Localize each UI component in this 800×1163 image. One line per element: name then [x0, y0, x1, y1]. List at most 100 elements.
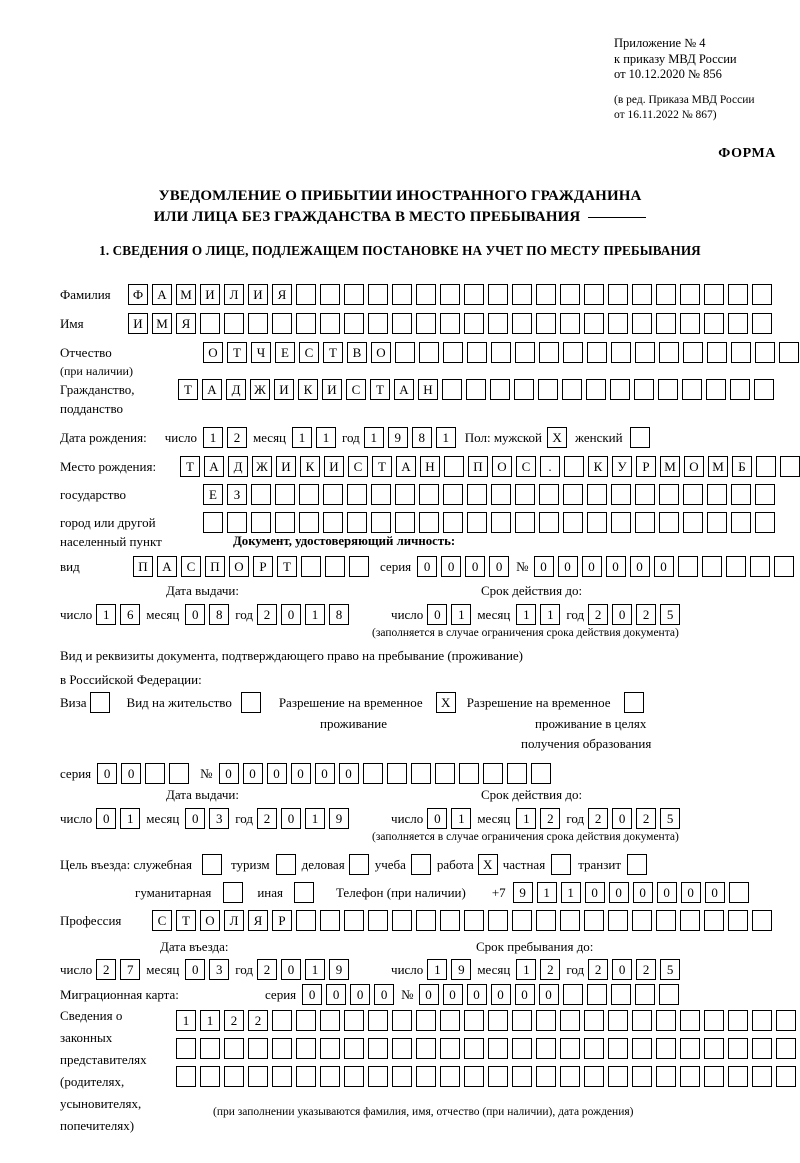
char-cell[interactable]	[728, 1010, 748, 1031]
digit-cell[interactable]: 5	[660, 604, 681, 625]
char-cell[interactable]: Т	[370, 379, 390, 400]
char-cell[interactable]	[680, 1010, 700, 1031]
char-cell[interactable]: Б	[732, 456, 752, 477]
char-cell[interactable]: О	[371, 342, 391, 363]
char-cell[interactable]	[227, 512, 247, 533]
char-cell[interactable]	[490, 379, 510, 400]
char-cell[interactable]: 0	[326, 984, 347, 1005]
char-cell[interactable]: 0	[608, 882, 629, 903]
char-cell[interactable]	[563, 342, 583, 363]
char-cell[interactable]: 0	[680, 882, 701, 903]
char-cell[interactable]	[773, 556, 794, 577]
char-cell[interactable]: 0	[121, 763, 142, 784]
char-cell[interactable]	[440, 910, 460, 931]
char-cell[interactable]	[392, 1038, 412, 1059]
char-cell[interactable]: 0	[557, 556, 578, 577]
char-cell[interactable]	[536, 284, 556, 305]
digit-cell[interactable]: 8	[329, 604, 350, 625]
char-cell[interactable]	[251, 484, 271, 505]
char-cell[interactable]: 0	[418, 984, 439, 1005]
char-cell[interactable]	[169, 763, 190, 784]
char-cell[interactable]: Т	[323, 342, 343, 363]
char-cell[interactable]: Ч	[251, 342, 271, 363]
digit-cell[interactable]: 2	[540, 959, 561, 980]
char-cell[interactable]	[730, 379, 750, 400]
char-cell[interactable]	[416, 1066, 436, 1087]
char-cell[interactable]	[464, 1010, 484, 1031]
char-cell[interactable]: А	[152, 284, 172, 305]
char-cell[interactable]	[512, 1038, 532, 1059]
char-cell[interactable]	[680, 284, 700, 305]
char-cell[interactable]	[275, 484, 295, 505]
digit-cell[interactable]: 0	[427, 604, 448, 625]
char-cell[interactable]	[224, 1038, 244, 1059]
char-cell[interactable]	[323, 484, 343, 505]
digit-cell[interactable]: 0	[427, 808, 448, 829]
legal-rep-cells-2[interactable]	[176, 1038, 796, 1059]
char-cell[interactable]: Р	[272, 910, 292, 931]
char-cell[interactable]: 0	[350, 984, 371, 1005]
char-cell[interactable]	[325, 556, 345, 577]
birth-place-cells-3[interactable]	[203, 512, 775, 533]
digit-cell[interactable]: 0	[612, 959, 633, 980]
char-cell[interactable]: 2	[248, 1010, 268, 1031]
char-cell[interactable]: 2	[224, 1010, 244, 1031]
digit-cell[interactable]: 2	[540, 808, 561, 829]
digit-cell[interactable]: 1	[305, 808, 326, 829]
char-cell[interactable]	[659, 342, 679, 363]
digit-cell[interactable]: 0	[281, 604, 302, 625]
char-cell[interactable]: Т	[180, 456, 200, 477]
char-cell[interactable]: Л	[224, 910, 244, 931]
char-cell[interactable]	[635, 512, 655, 533]
char-cell[interactable]	[656, 1010, 676, 1031]
char-cell[interactable]	[296, 910, 316, 931]
char-cell[interactable]	[608, 284, 628, 305]
char-cell[interactable]: Т	[372, 456, 392, 477]
char-cell[interactable]	[467, 484, 487, 505]
char-cell[interactable]	[392, 1066, 412, 1087]
char-cell[interactable]: 0	[538, 984, 559, 1005]
char-cell[interactable]	[419, 484, 439, 505]
digit-cell[interactable]: 2	[636, 604, 657, 625]
char-cell[interactable]	[584, 313, 604, 334]
char-cell[interactable]	[224, 1066, 244, 1087]
digit-cell[interactable]: 1	[292, 427, 313, 448]
char-cell[interactable]: 0	[417, 556, 438, 577]
char-cell[interactable]	[296, 1066, 316, 1087]
digit-cell[interactable]: 0	[612, 808, 633, 829]
char-cell[interactable]: 0	[466, 984, 487, 1005]
char-cell[interactable]	[728, 1038, 748, 1059]
char-cell[interactable]	[752, 1066, 772, 1087]
char-cell[interactable]	[656, 1038, 676, 1059]
char-cell[interactable]	[635, 342, 655, 363]
char-cell[interactable]	[491, 342, 511, 363]
char-cell[interactable]	[632, 313, 652, 334]
char-cell[interactable]	[752, 313, 772, 334]
char-cell[interactable]: 0	[533, 556, 554, 577]
digit-cell[interactable]: 1	[451, 808, 472, 829]
char-cell[interactable]	[488, 284, 508, 305]
char-cell[interactable]	[416, 1038, 436, 1059]
char-cell[interactable]	[440, 313, 460, 334]
char-cell[interactable]	[464, 910, 484, 931]
char-cell[interactable]	[299, 484, 319, 505]
char-cell[interactable]	[410, 763, 431, 784]
char-cell[interactable]: О	[492, 456, 512, 477]
digit-cell[interactable]: 1	[451, 604, 472, 625]
char-cell[interactable]	[200, 313, 220, 334]
char-cell[interactable]	[362, 763, 383, 784]
char-cell[interactable]	[632, 1038, 652, 1059]
char-cell[interactable]: О	[203, 342, 223, 363]
char-cell[interactable]: 0	[97, 763, 118, 784]
char-cell[interactable]: 1	[200, 1010, 220, 1031]
char-cell[interactable]	[275, 512, 295, 533]
char-cell[interactable]: П	[133, 556, 153, 577]
